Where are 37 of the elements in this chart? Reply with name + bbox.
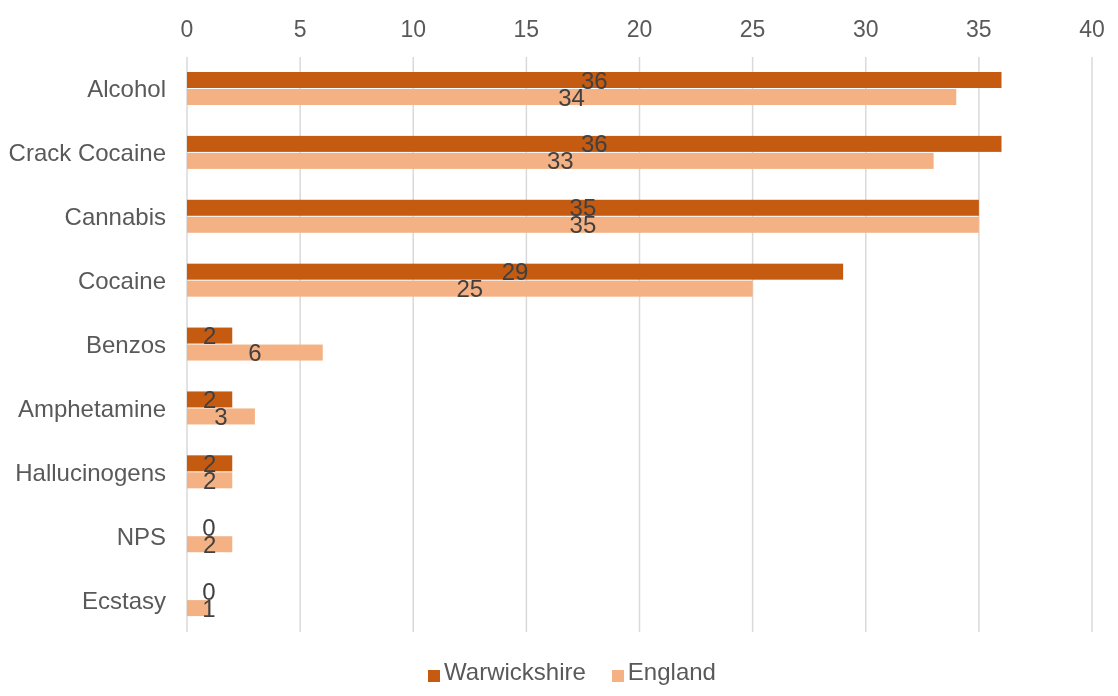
bar: [187, 89, 957, 105]
y-tick-label: Cocaine: [77, 267, 166, 295]
x-tick-label: 15: [513, 16, 540, 42]
bar: [187, 135, 1002, 152]
y-tick-label: Ecstasy: [81, 586, 166, 614]
bar: [187, 199, 979, 216]
bar: [187, 72, 1002, 88]
x-tick-label: 20: [626, 16, 653, 42]
data-label: 3: [214, 402, 228, 430]
y-tick-label: NPS: [116, 522, 166, 550]
bar: [187, 216, 979, 233]
y-tick-label: Amphetamine: [17, 394, 166, 422]
y-tick-label: Alcohol: [87, 75, 166, 103]
legend-label: Warwickshire: [444, 658, 587, 685]
y-tick-label: Crack Cocaine: [8, 139, 166, 167]
x-tick-label: 5: [293, 16, 307, 42]
x-tick-label: 40: [1079, 16, 1105, 42]
y-tick-label: Benzos: [85, 331, 166, 359]
legend-label: England: [627, 658, 716, 685]
data-label: 2: [202, 322, 217, 350]
data-label: 29: [501, 258, 529, 286]
data-label: 6: [248, 339, 262, 367]
x-tick-label: 30: [852, 16, 879, 42]
x-tick-label: 0: [180, 16, 194, 42]
data-label: 33: [546, 147, 574, 175]
bar: [187, 263, 844, 280]
y-tick-label: Hallucinogens: [15, 458, 166, 486]
x-tick-label: 35: [966, 16, 992, 42]
bar: [187, 152, 934, 169]
y-tick-label: Cannabis: [64, 203, 166, 231]
data-label: 25: [456, 275, 484, 303]
x-tick-label: 25: [739, 16, 766, 42]
x-tick-label: 10: [400, 16, 427, 42]
bar: [187, 344, 323, 361]
bar: [187, 280, 753, 297]
bar: [187, 408, 255, 425]
data-label: 36: [580, 130, 608, 158]
